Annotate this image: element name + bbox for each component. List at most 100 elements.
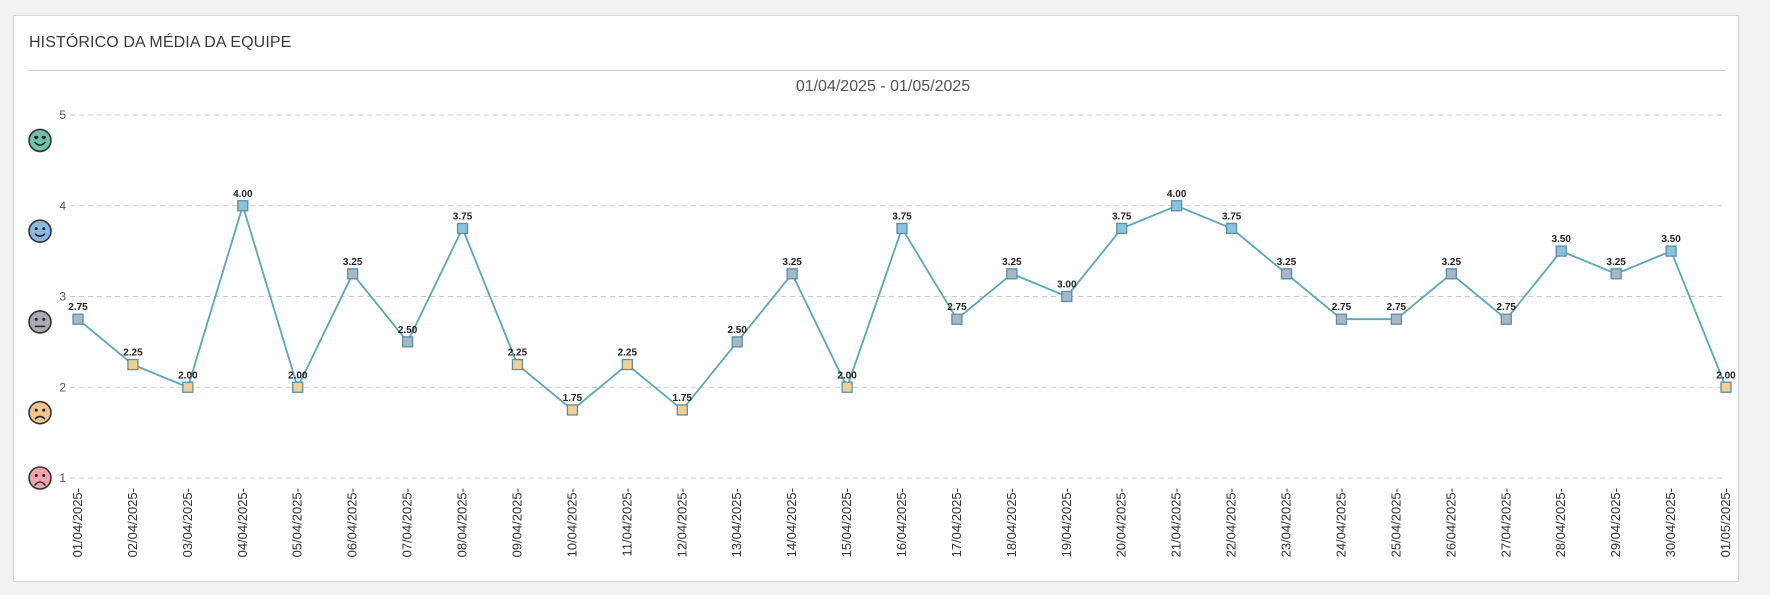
happy-face-icon	[28, 219, 52, 243]
x-tick-label: 05/04/2025-	[290, 488, 305, 557]
neutral-face-icon	[28, 310, 52, 334]
data-label: 3.25	[1442, 257, 1462, 268]
data-point[interactable]	[1171, 200, 1183, 212]
x-tick-label: 10/04/2025-	[564, 488, 579, 557]
y-tick-label: 3	[59, 290, 66, 304]
x-tick-label: 04/04/2025-	[235, 488, 250, 557]
data-label: 3.25	[782, 257, 802, 268]
data-label: 2.50	[398, 325, 418, 336]
data-point[interactable]	[1500, 313, 1512, 325]
x-tick-label: 18/04/2025-	[1004, 488, 1019, 557]
data-point[interactable]	[511, 358, 524, 371]
data-point[interactable]	[456, 222, 469, 235]
y-tick-label: 5	[59, 108, 66, 122]
data-label: 2.75	[1387, 302, 1407, 313]
data-point[interactable]	[1720, 381, 1732, 393]
data-point[interactable]	[1610, 268, 1622, 280]
data-label: 2.75	[947, 302, 967, 313]
x-tick-label: 15/04/2025-	[839, 488, 854, 557]
very-happy-face-icon	[28, 128, 52, 153]
sad-face-icon	[28, 400, 52, 425]
data-labels: 2.75 2.25 2.00 4.00 2.00 3.25 2.50 3.75 2.25 1.75…	[68, 189, 1736, 404]
panel-title: HISTÓRICO DA MÉDIA DA EQUIPE	[29, 34, 292, 51]
data-markers	[72, 200, 1732, 416]
x-tick-label: 21/04/2025-	[1169, 488, 1184, 557]
data-point[interactable]	[237, 200, 249, 212]
x-tick-label: 13/04/2025-	[729, 488, 744, 557]
data-point[interactable]	[72, 313, 84, 325]
data-point[interactable]	[1280, 268, 1293, 280]
data-label: 3.50	[1661, 234, 1681, 245]
x-tick-label: 26/04/2025-	[1443, 488, 1458, 557]
data-label: 3.25	[343, 257, 363, 268]
data-label: 2.25	[123, 348, 143, 359]
x-tick-label: 19/04/2025-	[1059, 488, 1074, 557]
x-tick-label: 30/04/2025-	[1663, 488, 1678, 557]
x-tick-label: 01/04/2025-	[70, 488, 85, 557]
data-point[interactable]	[786, 268, 798, 280]
x-tick-label: 03/04/2025-	[180, 488, 195, 557]
x-tick-label: 20/04/2025-	[1114, 488, 1129, 557]
data-point[interactable]	[951, 313, 963, 325]
data-label: 3.75	[453, 211, 473, 222]
data-point[interactable]	[1390, 313, 1403, 325]
y-axis-ticks: 1 2 3 4 5	[59, 108, 66, 485]
data-point[interactable]	[566, 404, 579, 416]
panel-divider	[28, 70, 1726, 71]
data-point[interactable]	[731, 336, 743, 348]
data-label: 2.50	[727, 325, 747, 336]
data-point[interactable]	[676, 404, 688, 416]
x-tick-label: 28/04/2025-	[1553, 488, 1568, 557]
data-label: 3.75	[1112, 211, 1132, 222]
data-label: 4.00	[233, 189, 253, 200]
data-point[interactable]	[896, 222, 908, 235]
x-tick-label: 23/04/2025-	[1279, 488, 1294, 557]
data-point[interactable]	[621, 358, 633, 371]
x-tick-label: 16/04/2025-	[894, 488, 909, 557]
series-line	[77, 202, 1727, 412]
data-label: 3.75	[892, 211, 912, 222]
very-sad-face-icon	[28, 466, 52, 490]
y-tick-label: 2	[59, 380, 66, 394]
data-label: 4.00	[1167, 189, 1187, 200]
data-point[interactable]	[841, 381, 853, 393]
data-label: 3.50	[1551, 234, 1571, 245]
data-label: 2.00	[1716, 370, 1736, 381]
y-tick-label: 4	[59, 199, 66, 213]
data-label: 2.00	[288, 370, 308, 381]
data-point[interactable]	[1061, 290, 1073, 303]
data-point[interactable]	[401, 336, 414, 348]
x-tick-label: 25/04/2025-	[1388, 488, 1403, 557]
data-point[interactable]	[1006, 268, 1018, 280]
data-label: 3.25	[1277, 257, 1297, 268]
data-label: 1.75	[673, 393, 693, 404]
x-tick-label: 07/04/2025-	[400, 488, 415, 557]
x-tick-label: 12/04/2025-	[674, 488, 689, 557]
data-label: 3.75	[1222, 211, 1242, 222]
x-tick-label: 17/04/2025-	[949, 488, 964, 557]
data-point[interactable]	[1225, 222, 1238, 235]
data-label: 2.00	[178, 370, 198, 381]
data-point[interactable]	[292, 381, 304, 393]
data-point[interactable]	[1555, 245, 1567, 257]
data-point[interactable]	[127, 358, 139, 371]
grid-lines	[70, 114, 1722, 479]
data-point[interactable]	[1665, 245, 1677, 257]
data-label: 3.00	[1057, 280, 1077, 291]
x-tick-label: 11/04/2025-	[619, 488, 634, 556]
data-point[interactable]	[1116, 222, 1128, 235]
data-point[interactable]	[1335, 313, 1348, 325]
x-tick-label: 09/04/2025-	[509, 488, 524, 557]
y-tick-label: 1	[59, 471, 66, 485]
data-point[interactable]	[1445, 268, 1457, 280]
x-tick-label: 08/04/2025-	[455, 488, 470, 557]
x-tick-label: 29/04/2025-	[1608, 488, 1623, 557]
data-point[interactable]	[347, 268, 359, 280]
x-tick-label: 22/04/2025-	[1224, 488, 1239, 557]
data-point[interactable]	[182, 381, 194, 393]
team-average-history-panel: HISTÓRICO DA MÉDIA DA EQUIPE	[13, 15, 1739, 582]
data-label: 2.25	[508, 348, 528, 359]
x-tick-label: 02/04/2025-	[125, 488, 140, 557]
data-label: 3.25	[1002, 257, 1022, 268]
